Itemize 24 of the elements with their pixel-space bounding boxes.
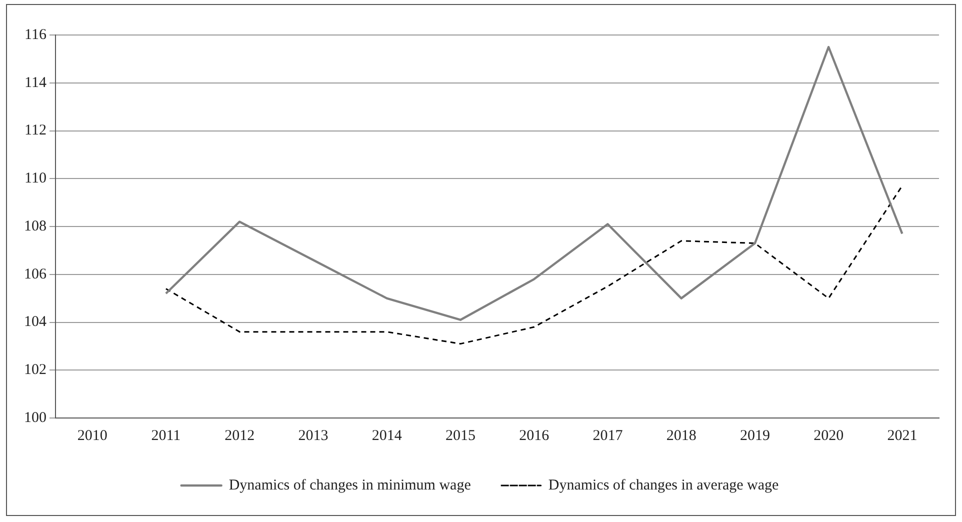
x-tick-label: 2011 [151,428,181,444]
y-tick-label: 108 [24,218,46,234]
x-tick-label: 2021 [887,428,918,444]
y-tick-label: 114 [24,74,47,91]
y-tick-label: 106 [24,266,47,282]
x-tick-label: 2020 [814,428,844,444]
y-tick-label: 112 [24,122,46,139]
x-tick-label: 2010 [77,428,108,444]
x-tick-label: 2017 [592,428,624,444]
x-tick-label: 2018 [666,428,696,444]
legend-label: Dynamics of changes in average wage [548,477,780,494]
x-tick-label: 2019 [740,428,770,444]
line-series [165,185,903,345]
y-tick-label: 100 [24,410,46,426]
y-tick-label: 102 [24,362,46,378]
x-tick-label: 2016 [519,428,550,444]
x-tick-label: 2012 [224,428,255,444]
x-tick-label: 2013 [298,428,328,444]
y-tick-label: 110 [24,170,46,187]
y-tick-label: 104 [24,314,47,330]
x-tick-label: 2015 [445,428,476,444]
legend-label: Dynamics of changes in minimum wage [228,477,472,494]
x-tick-label: 2014 [372,428,402,444]
y-tick-label: 116 [24,26,47,43]
